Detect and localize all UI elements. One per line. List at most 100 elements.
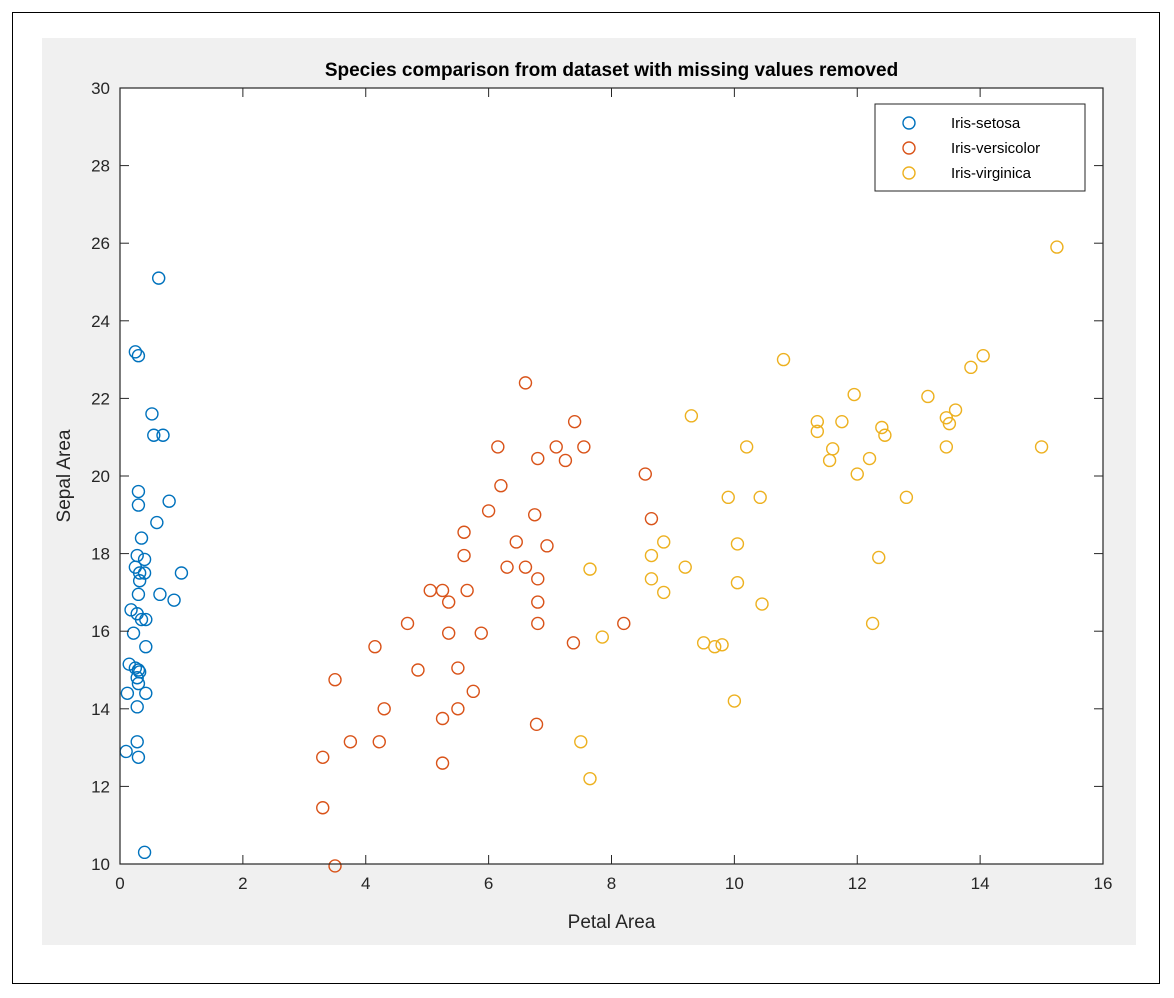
data-point xyxy=(531,616,545,631)
data-point xyxy=(131,349,146,363)
data-point xyxy=(875,420,889,435)
y-tick-label: 18 xyxy=(91,545,110,564)
data-point xyxy=(491,440,505,454)
y-tick-label: 12 xyxy=(91,777,110,796)
data-point xyxy=(377,702,391,716)
x-tick-label: 2 xyxy=(238,874,247,893)
data-point xyxy=(835,414,849,429)
data-point xyxy=(540,539,554,553)
data-point xyxy=(150,515,164,530)
data-point xyxy=(316,750,330,764)
data-point xyxy=(137,552,152,567)
data-point xyxy=(153,587,167,602)
data-point xyxy=(137,845,152,860)
data-point xyxy=(156,428,170,442)
data-point xyxy=(137,566,152,580)
data-point xyxy=(131,498,146,512)
legend-marker xyxy=(902,166,916,180)
data-point xyxy=(147,428,161,442)
data-point xyxy=(810,414,825,429)
x-tick-label: 8 xyxy=(607,874,616,893)
data-point xyxy=(139,686,153,700)
data-point xyxy=(134,612,149,627)
data-point xyxy=(130,700,144,714)
data-point xyxy=(899,490,914,505)
data-point xyxy=(174,566,189,580)
data-point xyxy=(466,684,480,699)
data-point xyxy=(657,585,671,600)
data-point xyxy=(1050,240,1064,254)
data-point xyxy=(595,630,609,644)
data-point xyxy=(368,640,382,654)
data-point xyxy=(130,735,144,749)
data-point xyxy=(739,440,754,454)
y-tick-label: 26 xyxy=(91,234,110,253)
y-tick-label: 30 xyxy=(91,79,110,98)
data-point xyxy=(678,560,692,574)
data-point xyxy=(132,574,147,588)
data-point xyxy=(810,424,825,439)
data-point xyxy=(939,440,954,454)
data-point xyxy=(583,771,597,786)
data-point xyxy=(328,673,342,687)
x-tick-label: 12 xyxy=(848,874,867,893)
data-point xyxy=(549,440,563,454)
data-point xyxy=(128,345,143,359)
data-point xyxy=(721,490,735,505)
y-tick-label: 28 xyxy=(91,157,110,176)
data-point xyxy=(964,360,978,375)
data-point xyxy=(451,661,465,675)
x-tick-label: 4 xyxy=(361,874,370,893)
data-point xyxy=(730,576,745,590)
legend-label: Iris-setosa xyxy=(951,115,1021,132)
data-point xyxy=(139,640,153,654)
legend-marker xyxy=(902,116,916,130)
data-point xyxy=(328,859,342,873)
data-point xyxy=(494,479,508,493)
data-point xyxy=(865,616,880,631)
data-point xyxy=(644,572,659,586)
data-point xyxy=(942,416,957,431)
data-point xyxy=(558,453,573,468)
data-point xyxy=(567,414,582,429)
legend-box xyxy=(874,103,1086,192)
data-point xyxy=(509,535,523,549)
x-tick-label: 10 xyxy=(725,874,744,893)
y-tick-label: 16 xyxy=(91,622,110,641)
data-point xyxy=(457,525,471,539)
data-point xyxy=(1034,440,1049,454)
x-tick-label: 0 xyxy=(115,874,124,893)
legend-label: Iris-versicolor xyxy=(951,140,1040,157)
data-point xyxy=(730,537,745,551)
series-iris-versicolor xyxy=(316,376,659,873)
data-point xyxy=(574,735,588,749)
data-point xyxy=(822,453,837,468)
data-point xyxy=(131,587,146,602)
data-point xyxy=(343,735,358,749)
y-tick-label: 24 xyxy=(91,312,110,331)
axes-background xyxy=(120,88,1103,864)
y-tick-label: 20 xyxy=(91,467,110,486)
data-point xyxy=(850,467,864,481)
data-point xyxy=(372,735,386,749)
x-axis-label: Petal Area xyxy=(568,912,656,933)
data-point xyxy=(131,750,146,764)
data-point xyxy=(481,504,496,518)
y-tick-label: 14 xyxy=(91,700,110,719)
data-point xyxy=(644,548,659,563)
data-point xyxy=(566,636,581,650)
data-point xyxy=(451,702,465,716)
data-point xyxy=(441,626,456,640)
data-point xyxy=(126,626,141,640)
data-point xyxy=(531,595,545,609)
series-iris-virginica xyxy=(574,240,1064,786)
data-point xyxy=(684,409,699,423)
data-point xyxy=(872,550,886,565)
data-point xyxy=(128,661,143,675)
data-point xyxy=(531,572,545,586)
data-point xyxy=(617,616,631,631)
data-point xyxy=(167,593,181,607)
x-tick-label: 14 xyxy=(971,874,990,893)
legend-label: Iris-virginica xyxy=(951,165,1032,182)
data-point xyxy=(435,583,450,598)
